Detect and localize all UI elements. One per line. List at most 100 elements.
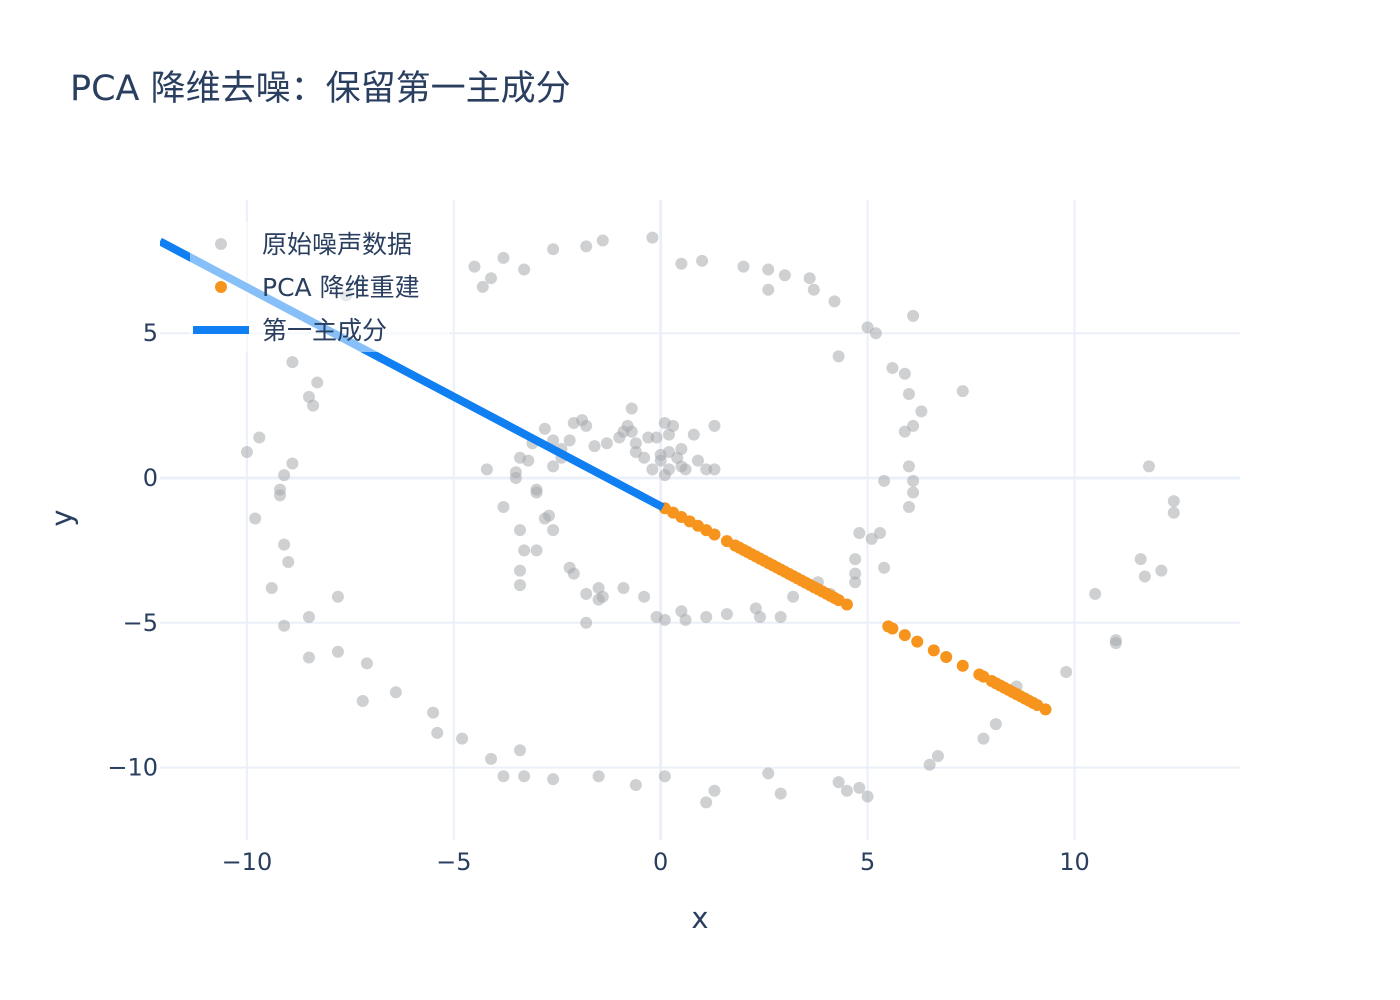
data-point-noisy	[931, 750, 944, 763]
data-point-noisy	[803, 272, 816, 285]
data-point-noisy	[480, 463, 493, 476]
data-point-noisy	[762, 283, 775, 296]
x-tick-label: 0	[653, 848, 668, 876]
chart-title: PCA 降维去噪：保留第一主成分	[70, 69, 571, 109]
data-point-noisy	[522, 454, 535, 467]
legend-marker-pca-reconstruction	[215, 281, 227, 293]
data-point-noisy	[679, 463, 692, 476]
data-point-noisy	[497, 500, 510, 513]
x-tick-label: 10	[1059, 848, 1090, 876]
data-point-noisy	[596, 234, 609, 247]
data-point-noisy	[907, 486, 920, 499]
y-tick-label: 0	[143, 464, 158, 492]
data-point-noisy	[278, 538, 291, 551]
data-point-noisy	[869, 327, 882, 340]
data-point-noisy	[518, 544, 531, 557]
data-point-noisy	[514, 579, 526, 592]
data-point-noisy	[762, 767, 775, 780]
data-point-noisy	[514, 564, 526, 577]
data-point-noisy	[617, 582, 630, 595]
x-tick-label: −10	[222, 848, 273, 876]
data-point-noisy	[331, 590, 344, 603]
data-point-noisy	[977, 732, 990, 745]
data-point-noisy	[708, 463, 721, 476]
data-point-noisy	[530, 544, 543, 557]
data-point-noisy	[642, 431, 655, 444]
data-point-noisy	[278, 619, 291, 632]
data-point-reconstructed	[911, 635, 924, 648]
data-point-noisy	[650, 611, 663, 624]
x-axis-ticks: −10 −5 0 5 10	[222, 848, 1090, 876]
data-point-noisy	[907, 309, 920, 322]
data-point-noisy	[878, 561, 891, 574]
data-point-noisy	[1109, 637, 1122, 650]
x-axis-title: x	[691, 901, 708, 935]
data-point-noisy	[1142, 460, 1155, 473]
data-point-noisy	[356, 694, 369, 707]
data-point-noisy	[1167, 506, 1180, 519]
data-point-noisy	[629, 437, 642, 450]
data-point-noisy	[1060, 666, 1073, 679]
data-point-noisy	[654, 454, 667, 467]
legend-label-pca-reconstruction: PCA 降维重建	[262, 273, 420, 302]
data-point-noisy	[592, 593, 605, 606]
legend[interactable]: 原始噪声数据 PCA 降维重建 第一主成分	[190, 222, 450, 352]
data-point-noisy	[476, 280, 489, 293]
data-point-noisy	[853, 527, 866, 540]
data-point-noisy	[497, 251, 510, 264]
data-point-noisy	[638, 590, 651, 603]
data-point-noisy	[679, 613, 692, 626]
data-point-reconstructed	[840, 598, 853, 611]
data-point-noisy	[286, 356, 299, 369]
data-point-noisy	[708, 419, 721, 432]
data-point-noisy	[646, 463, 659, 476]
data-point-noisy	[600, 437, 613, 450]
data-point-noisy	[360, 657, 373, 670]
data-point-noisy	[849, 576, 862, 589]
data-point-noisy	[282, 555, 295, 568]
data-point-noisy	[807, 283, 820, 296]
data-point-noisy	[675, 443, 688, 456]
data-point-noisy	[547, 243, 560, 256]
data-point-noisy	[1155, 564, 1168, 577]
data-point-noisy	[691, 454, 704, 467]
data-point-noisy	[530, 486, 543, 499]
series-pca-reconstruction	[658, 502, 1052, 716]
data-point-noisy	[902, 500, 915, 513]
data-point-noisy	[240, 445, 253, 458]
data-point-noisy	[902, 460, 915, 473]
x-tick-label: 5	[860, 848, 875, 876]
data-point-noisy	[907, 474, 920, 487]
data-point-noisy	[547, 460, 560, 473]
legend-label-original-noisy-data: 原始噪声数据	[262, 230, 412, 259]
data-point-noisy	[840, 784, 853, 797]
data-point-noisy	[1138, 570, 1151, 583]
data-point-noisy	[518, 770, 531, 783]
data-point-reconstructed	[898, 629, 911, 642]
data-point-noisy	[302, 651, 315, 664]
data-point-noisy	[658, 770, 671, 783]
data-point-noisy	[828, 295, 841, 308]
data-point-noisy	[878, 474, 891, 487]
data-point-noisy	[547, 773, 560, 786]
y-axis-title: y	[45, 509, 79, 526]
data-point-noisy	[331, 645, 344, 658]
data-point-noisy	[514, 744, 526, 757]
y-tick-label: −5	[123, 609, 158, 637]
data-point-noisy	[708, 784, 721, 797]
data-point-noisy	[286, 457, 299, 470]
data-point-noisy	[902, 388, 915, 401]
data-point-noisy	[956, 385, 969, 398]
data-point-noisy	[874, 527, 886, 540]
data-point-noisy	[886, 361, 899, 374]
data-point-noisy	[650, 431, 663, 444]
series-original-noisy-data	[240, 231, 1180, 809]
data-point-reconstructed	[956, 659, 969, 672]
data-point-noisy	[538, 422, 551, 435]
data-point-noisy	[431, 726, 444, 739]
data-point-noisy	[563, 434, 576, 447]
data-point-noisy	[832, 776, 845, 789]
data-point-reconstructed	[940, 650, 953, 663]
data-point-noisy	[302, 611, 315, 624]
